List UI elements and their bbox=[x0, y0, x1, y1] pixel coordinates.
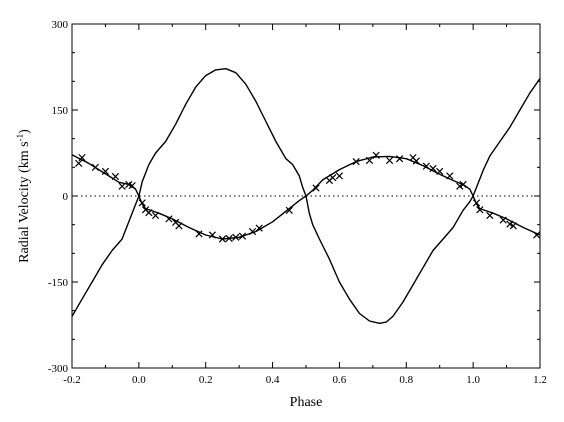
x-tick-label: 1.0 bbox=[466, 374, 480, 386]
x-tick-label: -0.2 bbox=[63, 374, 80, 386]
data-point-16 bbox=[195, 230, 203, 238]
data-point-17 bbox=[208, 231, 217, 239]
x-axis-title: Phase bbox=[290, 395, 323, 410]
data-point-37 bbox=[429, 164, 437, 173]
y-tick-label: 150 bbox=[52, 105, 69, 117]
x-tick-label: 0.6 bbox=[333, 374, 347, 386]
y-tick-label: -300 bbox=[48, 363, 69, 375]
data-point-20 bbox=[232, 233, 240, 241]
data-point-12 bbox=[151, 211, 160, 220]
y-tick-label: 300 bbox=[52, 19, 69, 31]
tick-layer: -0.2 0.0 0.2 0.4 0.6 0.8 1.0 1.2 -300 -150 0 150 300 bbox=[48, 19, 547, 386]
y-axis-title-main: Radial Velocity (km s bbox=[17, 141, 32, 262]
y-axis-title-end: ) bbox=[17, 129, 32, 134]
data-point-4 bbox=[101, 167, 110, 175]
data-point-18 bbox=[218, 235, 227, 243]
data-point-15 bbox=[175, 222, 183, 230]
data-point-44 bbox=[486, 211, 494, 220]
data-point-42 bbox=[472, 199, 481, 207]
data-point-32 bbox=[385, 156, 394, 165]
data-point-31 bbox=[372, 151, 380, 159]
data-point-27 bbox=[329, 174, 337, 182]
data-point-6 bbox=[118, 182, 126, 190]
x-tick-label: 0.4 bbox=[266, 374, 280, 386]
y-axis-title-exponent: -1 bbox=[15, 134, 25, 142]
data-point-33 bbox=[395, 155, 404, 163]
x-tick-label: 0.0 bbox=[132, 374, 146, 386]
data-point-22 bbox=[248, 227, 257, 236]
x-tick-label: 0.2 bbox=[199, 374, 213, 386]
data-point-45 bbox=[499, 216, 507, 224]
data-point-23 bbox=[255, 224, 263, 232]
data-point-9 bbox=[138, 199, 146, 207]
series-layer bbox=[71, 68, 541, 324]
data-point-3 bbox=[91, 163, 100, 171]
data-point-24 bbox=[285, 206, 293, 214]
data-point-8 bbox=[128, 182, 136, 190]
data-point-38 bbox=[436, 167, 444, 175]
data-point-1 bbox=[75, 159, 83, 167]
curve-2 bbox=[71, 154, 541, 240]
data-point-19 bbox=[225, 234, 233, 243]
data-point-11 bbox=[145, 209, 153, 217]
data-point-47 bbox=[509, 222, 517, 230]
data-point-41 bbox=[459, 180, 467, 189]
marker-layer bbox=[75, 151, 541, 243]
y-tick-label: -150 bbox=[48, 277, 69, 289]
data-point-25 bbox=[312, 184, 320, 192]
x-tick-label: 0.8 bbox=[399, 374, 413, 386]
data-point-39 bbox=[446, 172, 454, 180]
data-point-5 bbox=[111, 172, 120, 181]
data-point-29 bbox=[352, 157, 360, 166]
data-point-13 bbox=[165, 215, 173, 223]
data-point-2 bbox=[78, 153, 86, 162]
data-point-35 bbox=[412, 157, 420, 165]
data-point-43 bbox=[476, 206, 484, 214]
y-axis-title: Radial Velocity (km s-1) bbox=[15, 129, 32, 263]
data-point-30 bbox=[365, 156, 374, 165]
x-tick-label: 1.2 bbox=[533, 374, 547, 386]
y-tick-label: 0 bbox=[63, 191, 69, 203]
curve-1 bbox=[71, 68, 541, 324]
data-point-28 bbox=[335, 172, 344, 180]
data-point-36 bbox=[422, 162, 430, 170]
data-point-48 bbox=[533, 231, 541, 239]
data-point-21 bbox=[238, 232, 247, 240]
